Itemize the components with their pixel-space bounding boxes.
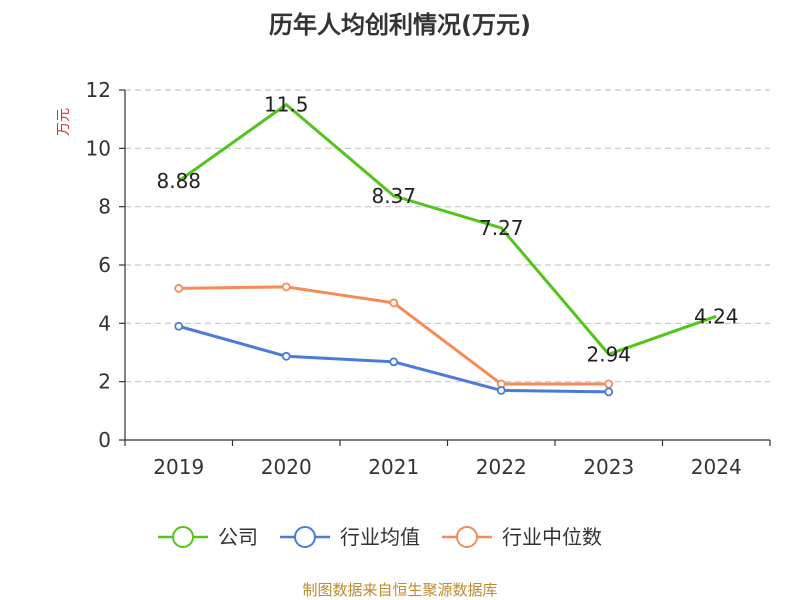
grid-lines [125, 89, 770, 383]
data-point [604, 387, 614, 397]
series-0 [177, 103, 717, 356]
data-label: 8.88 [156, 169, 201, 193]
legend-item-2[interactable]: 行业中位数 [442, 525, 602, 549]
data-point [496, 386, 506, 395]
data-label: 11.5 [264, 93, 309, 117]
source-note: 制图数据来自恒生聚源数据库 [302, 581, 497, 599]
series-layer [174, 103, 717, 397]
y-tick-label: 4 [98, 311, 111, 335]
legend-label: 行业均值 [340, 525, 420, 549]
legend-marker [456, 526, 478, 548]
data-point [281, 351, 291, 361]
data-point [389, 357, 399, 367]
data-point [604, 379, 614, 389]
y-tick-label: 12 [86, 78, 111, 102]
data-point [389, 298, 399, 308]
data-label: 4.24 [694, 304, 739, 328]
series-2 [174, 282, 614, 389]
y-tick-label: 10 [86, 136, 111, 160]
y-axis-unit: 万元 [56, 108, 72, 136]
x-tick-label: 2019 [153, 455, 204, 479]
legend-label: 公司 [218, 525, 258, 549]
y-tick-label: 8 [98, 195, 111, 219]
legend-item-0[interactable]: 公司 [158, 525, 258, 549]
axes: 0 2 4 6 8 10 12 2019 2020 2021 2022 2023 2024 [86, 78, 771, 479]
data-label: 2.94 [586, 342, 631, 366]
data-point [174, 321, 184, 331]
legend-label: 行业中位数 [502, 525, 602, 549]
series-1 [174, 321, 614, 397]
legend-item-1[interactable]: 行业均值 [280, 525, 420, 549]
legend-marker [294, 526, 316, 548]
data-label: 8.37 [371, 184, 416, 208]
x-tick-label: 2022 [476, 455, 527, 479]
x-tick-label: 2023 [583, 455, 634, 479]
series-line [177, 103, 717, 356]
x-tick-label: 2021 [368, 455, 419, 479]
chart-title: 历年人均创利情况(万元) [269, 11, 531, 39]
y-tick-label: 2 [98, 370, 111, 394]
data-label: 7.27 [479, 216, 524, 240]
x-tick-label: 2020 [261, 455, 312, 479]
legend: 公司 行业均值 行业中位数 [158, 525, 602, 549]
data-point [174, 283, 184, 293]
data-labels: 8.88 11.5 8.37 7.27 2.94 4.24 [156, 93, 738, 367]
y-tick-label: 6 [98, 253, 111, 277]
legend-marker [172, 526, 194, 548]
x-tick-label: 2024 [691, 455, 742, 479]
data-point [281, 282, 291, 292]
y-tick-label: 0 [98, 428, 111, 452]
